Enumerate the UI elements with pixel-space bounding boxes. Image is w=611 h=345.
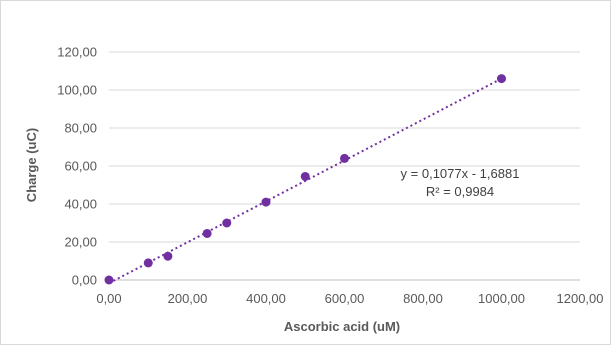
x-tick-label: 600,00 <box>325 291 365 306</box>
x-axis-title: Ascorbic acid (uM) <box>284 319 400 334</box>
x-tick-label: 200,00 <box>168 291 208 306</box>
x-axis-ticks: 0,00 200,00 400,00 600,00 800,00 1000,00 1200,… <box>96 291 603 306</box>
data-point <box>163 251 173 261</box>
data-point <box>202 228 212 238</box>
y-tick-label: 40,00 <box>64 197 97 212</box>
data-point <box>261 197 271 207</box>
y-axis-title: Charge (uC) <box>24 128 39 202</box>
y-tick-label: 80,00 <box>64 121 97 136</box>
y-tick-label: 0,00 <box>72 273 97 288</box>
data-points <box>104 74 506 285</box>
x-tick-label: 0,00 <box>96 291 121 306</box>
x-tick-label: 400,00 <box>246 291 286 306</box>
y-tick-label: 100,00 <box>57 83 97 98</box>
y-tick-label: 120,00 <box>57 45 97 60</box>
data-point <box>300 171 310 181</box>
data-point <box>340 153 349 163</box>
x-tick-label: 1200,00 <box>557 291 604 306</box>
y-axis-ticks: 0,00 20,00 40,00 60,00 80,00 100,00 120,00 <box>57 45 97 288</box>
r-squared-label: R² = 0,9984 <box>426 184 494 199</box>
x-tick-label: 800,00 <box>403 291 443 306</box>
data-point <box>143 258 153 268</box>
gridlines <box>109 51 580 243</box>
data-point <box>497 74 506 84</box>
y-tick-label: 60,00 <box>64 159 97 174</box>
y-tick-label: 20,00 <box>64 235 97 250</box>
data-point <box>104 275 114 285</box>
x-tick-label: 1000,00 <box>478 291 525 306</box>
data-point <box>222 218 232 228</box>
trendline-equation: y = 0,1077x - 1,6881 <box>401 166 520 181</box>
